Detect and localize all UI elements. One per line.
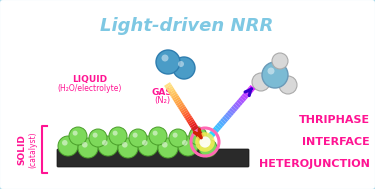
Circle shape [89, 129, 107, 147]
Circle shape [178, 61, 184, 67]
Circle shape [267, 67, 274, 74]
Circle shape [202, 143, 208, 148]
Circle shape [118, 138, 138, 158]
Text: (N₂): (N₂) [154, 96, 170, 105]
Circle shape [102, 140, 108, 146]
Text: INTERFACE: INTERFACE [302, 137, 370, 147]
Circle shape [122, 142, 128, 148]
Circle shape [82, 142, 88, 148]
Circle shape [73, 131, 78, 136]
Circle shape [69, 127, 87, 145]
Circle shape [200, 136, 211, 148]
Circle shape [98, 136, 118, 156]
Text: GAS: GAS [152, 88, 172, 97]
Text: Light-driven NRR: Light-driven NRR [100, 17, 274, 35]
Circle shape [252, 73, 270, 91]
Circle shape [172, 133, 178, 138]
Circle shape [142, 140, 148, 146]
Circle shape [169, 129, 187, 147]
Text: (H₂O/electrolyte): (H₂O/electrolyte) [58, 84, 122, 93]
Circle shape [158, 138, 178, 158]
Circle shape [129, 129, 147, 147]
Circle shape [156, 50, 180, 74]
Circle shape [178, 136, 198, 156]
Circle shape [78, 138, 98, 158]
Text: SOLID: SOLID [18, 135, 27, 165]
Circle shape [149, 127, 167, 145]
Text: HETEROJUNCTION: HETEROJUNCTION [259, 159, 370, 169]
Text: LIQUID: LIQUID [72, 75, 108, 84]
Circle shape [112, 131, 118, 136]
Circle shape [199, 139, 217, 157]
Circle shape [62, 140, 68, 146]
Circle shape [133, 133, 138, 138]
Circle shape [189, 127, 207, 145]
Circle shape [162, 54, 168, 61]
Circle shape [109, 127, 127, 145]
Circle shape [279, 76, 297, 94]
Circle shape [153, 131, 158, 136]
FancyBboxPatch shape [57, 149, 249, 167]
Text: (catalyst): (catalyst) [28, 132, 38, 168]
Circle shape [58, 136, 78, 156]
Circle shape [182, 140, 188, 146]
Circle shape [272, 53, 288, 69]
Circle shape [173, 57, 195, 79]
Circle shape [262, 62, 288, 88]
Circle shape [162, 142, 168, 148]
Circle shape [93, 133, 98, 138]
Circle shape [138, 136, 158, 156]
Text: THRIPHASE: THRIPHASE [299, 115, 370, 125]
Circle shape [193, 131, 198, 136]
Circle shape [195, 132, 215, 152]
